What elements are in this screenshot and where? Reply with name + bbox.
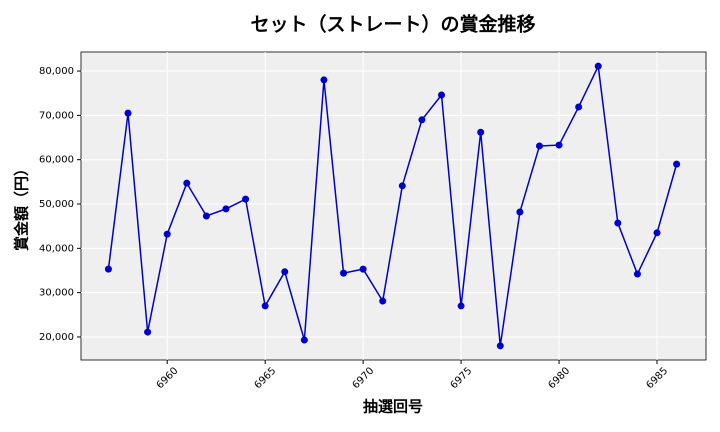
y-tick-label: 60,000 bbox=[39, 155, 74, 166]
x-tick-label: 6970 bbox=[351, 365, 377, 391]
data-point bbox=[516, 208, 524, 216]
data-point bbox=[496, 342, 504, 350]
x-tick-label: 6985 bbox=[644, 365, 670, 391]
data-point bbox=[340, 269, 348, 277]
data-point bbox=[242, 195, 250, 203]
y-tick-label: 70,000 bbox=[39, 110, 74, 121]
data-line bbox=[107, 63, 678, 346]
data-point bbox=[438, 91, 446, 99]
data-point bbox=[222, 205, 230, 213]
x-tick-label: 6980 bbox=[547, 365, 573, 391]
y-tick-label: 20,000 bbox=[39, 332, 74, 343]
data-point bbox=[555, 141, 563, 149]
data-point bbox=[633, 270, 641, 278]
data-point bbox=[300, 336, 308, 344]
x-tick-label: 6975 bbox=[449, 365, 475, 391]
plot-area bbox=[80, 51, 707, 361]
y-tick-label: 50,000 bbox=[39, 199, 74, 210]
data-point bbox=[477, 128, 485, 136]
data-point bbox=[379, 297, 387, 305]
data-point bbox=[418, 116, 426, 124]
data-point bbox=[653, 229, 661, 237]
data-point bbox=[535, 142, 543, 150]
data-point bbox=[457, 302, 465, 310]
y-tick-label: 80,000 bbox=[39, 66, 74, 77]
data-point bbox=[144, 328, 152, 336]
data-point bbox=[183, 179, 191, 187]
data-point bbox=[104, 265, 112, 273]
y-tick-label: 40,000 bbox=[39, 243, 74, 254]
data-point bbox=[398, 182, 406, 190]
x-tick-label: 6960 bbox=[155, 365, 181, 391]
x-tick-label: 6965 bbox=[253, 365, 279, 391]
data-point bbox=[163, 230, 171, 238]
data-point bbox=[261, 302, 269, 310]
data-point bbox=[124, 109, 132, 117]
data-point bbox=[673, 160, 681, 168]
y-axis-label: 賞金額（円） bbox=[13, 161, 31, 251]
data-point bbox=[614, 219, 622, 227]
data-point bbox=[320, 76, 328, 84]
chart-title: セット（ストレート）の賞金推移 bbox=[250, 13, 535, 36]
data-point bbox=[202, 212, 210, 220]
data-point bbox=[594, 62, 602, 70]
x-axis-label: 抽選回号 bbox=[363, 398, 423, 416]
data-point bbox=[575, 103, 583, 111]
y-tick-label: 30,000 bbox=[39, 288, 74, 299]
data-point bbox=[359, 265, 367, 273]
data-point bbox=[281, 268, 289, 276]
